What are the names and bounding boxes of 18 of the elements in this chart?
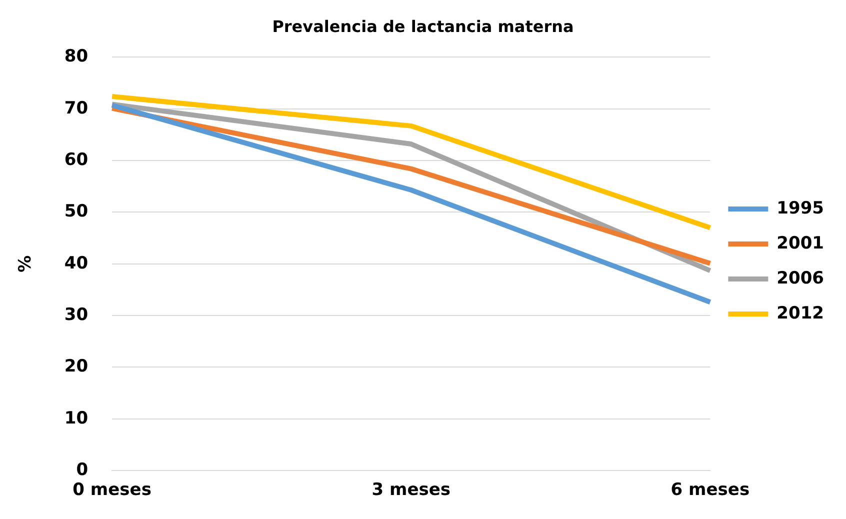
chart-title: Prevalencia de lactancia materna bbox=[272, 16, 574, 36]
x-tick-label: 0 meses bbox=[72, 480, 152, 500]
legend-label: 1995 bbox=[776, 198, 824, 218]
y-tick-label: 0 bbox=[76, 460, 88, 480]
y-tick-label: 10 bbox=[64, 408, 88, 428]
y-tick-label: 40 bbox=[64, 253, 88, 274]
y-tick-label: 30 bbox=[64, 304, 88, 325]
x-tick-label: 3 meses bbox=[372, 480, 451, 500]
legend-label: 2001 bbox=[776, 233, 824, 254]
y-axis-title: % bbox=[16, 255, 36, 272]
y-tick-label: 80 bbox=[64, 46, 88, 67]
y-tick-label: 20 bbox=[64, 356, 88, 377]
legend-label: 2006 bbox=[776, 268, 824, 288]
y-tick-label: 60 bbox=[64, 150, 88, 170]
y-tick-label: 50 bbox=[64, 202, 88, 222]
legend-label: 2012 bbox=[776, 303, 824, 324]
x-tick-label: 6 meses bbox=[670, 480, 750, 500]
y-tick-label: 70 bbox=[64, 98, 88, 118]
